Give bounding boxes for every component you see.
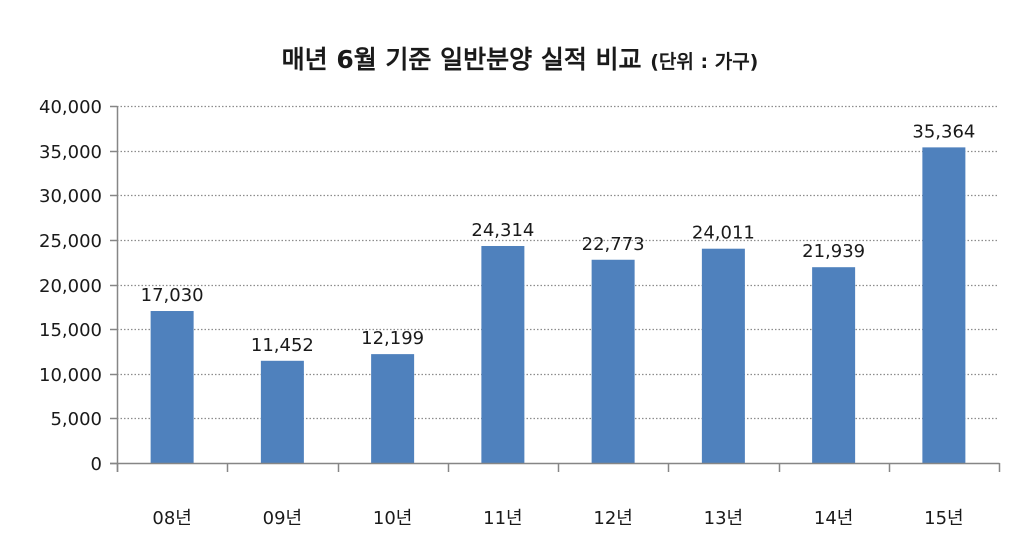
data-label: 21,939 [802, 241, 865, 262]
y-tick-label: 20,000 [39, 276, 102, 297]
bar [260, 360, 304, 463]
bar [481, 245, 525, 463]
chart-title: 매년 6월 기준 일반분양 실적 비교 (단위 : 가구) [0, 40, 1024, 76]
y-tick-label: 25,000 [39, 231, 102, 252]
bar [371, 354, 415, 463]
x-tick-label: 15년 [924, 508, 963, 529]
x-tick-label: 09년 [263, 508, 302, 529]
data-label: 24,011 [692, 223, 755, 244]
x-tick-label: 11년 [483, 508, 522, 529]
bar [922, 147, 966, 464]
chart-title-unit: (단위 : 가구) [650, 51, 759, 73]
data-label: 12,199 [361, 328, 424, 349]
chart-title-main: 매년 6월 기준 일반분양 실적 비교 [281, 45, 642, 74]
x-tick-label: 08년 [152, 508, 191, 529]
data-label: 22,773 [582, 234, 645, 255]
y-tick-label: 15,000 [39, 320, 102, 341]
x-axis-ticks: 08년 09년 10년 11년 12년 13년 14년 15년 [152, 508, 963, 529]
data-label: 35,364 [912, 121, 975, 142]
bar [591, 259, 635, 463]
bar [812, 267, 856, 463]
data-label: 24,314 [471, 220, 534, 241]
y-axis-ticks: 0 5,000 10,000 15,000 20,000 25,000 30,000 35,0… [39, 97, 102, 475]
y-tick-label: 30,000 [39, 186, 102, 207]
bar [150, 311, 194, 463]
y-tick-label: 0 [91, 454, 102, 475]
y-tick-label: 40,000 [39, 97, 102, 118]
x-tick-label: 10년 [373, 508, 412, 529]
x-tick-label: 13년 [704, 508, 743, 529]
y-tick-label: 35,000 [39, 142, 102, 163]
bar [701, 248, 745, 463]
gridlines [117, 105, 999, 420]
bars [150, 147, 966, 464]
y-tick-label: 5,000 [50, 409, 102, 430]
x-tick-label: 14년 [814, 508, 853, 529]
x-tick-label: 12년 [593, 508, 632, 529]
y-tick-label: 10,000 [39, 365, 102, 386]
axes [110, 105, 1001, 472]
data-label: 17,030 [141, 285, 204, 306]
data-label: 11,452 [251, 335, 314, 356]
data-labels: 17,030 11,452 12,199 24,314 22,773 24,011 21,9… [141, 121, 976, 355]
